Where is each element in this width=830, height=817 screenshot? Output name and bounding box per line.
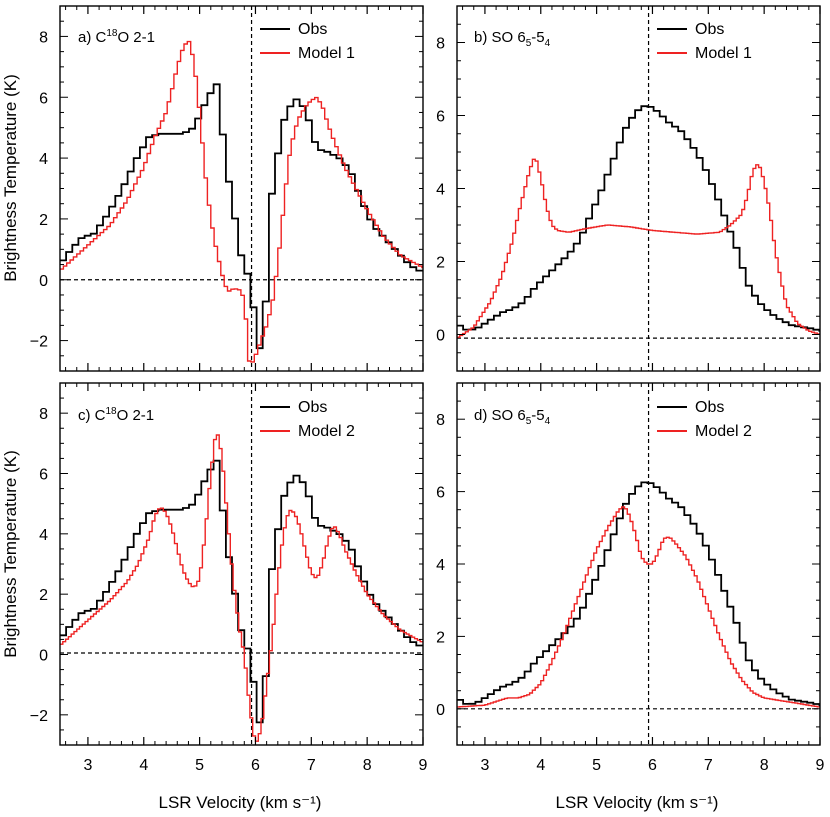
y-axis-label: Brightness Temperature (K) [1,450,20,658]
series-obs [457,481,820,707]
panel-b-title: b) SO 65-54 [474,29,551,49]
y-tick-label: 4 [436,557,445,574]
legend-label: Model 1 [695,45,752,62]
plot-frame [59,382,424,746]
x-tick-label: 5 [592,757,601,774]
series-model-1 [60,40,423,363]
series-obs [457,105,820,332]
y-tick-label: 2 [436,255,445,272]
plot-frame [59,5,424,372]
legend-label: Model 2 [298,423,355,440]
legend-label: Model 2 [695,423,752,440]
x-tick-label: 5 [195,757,204,774]
panel-c: Brightness Temperature (K) LSR Velocity … [1,382,428,812]
series-model-2 [457,158,820,338]
legend-label: Obs [298,21,327,38]
y-tick-label: 0 [436,702,445,719]
series-obs [60,459,423,724]
y-tick-label: 4 [39,151,48,168]
x-tick-label: 8 [760,757,769,774]
y-tick-label: 2 [39,212,48,229]
y-tick-label: 6 [436,109,445,126]
legend-label: Obs [695,21,724,38]
y-tick-label: 4 [39,527,48,544]
y-tick-label: 4 [436,182,445,199]
plot-frame [456,382,821,746]
x-tick-label: 9 [816,757,825,774]
x-tick-label: 6 [251,757,260,774]
legend-label: Obs [298,399,327,416]
series-model-2 [457,506,820,708]
series-obs [60,83,423,350]
x-tick-label: 9 [419,757,428,774]
y-tick-label: 0 [436,328,445,345]
x-tick-label: 8 [363,757,372,774]
panel-b: b) SO 65-54 0 2 4 6 8 Obs Model 1 [436,5,821,372]
panel-a: Brightness Temperature (K) a) C18O 2-1 −… [1,5,424,372]
x-tick-label: 3 [83,757,92,774]
y-tick-label: 0 [39,273,48,290]
y-tick-label: 0 [39,648,48,665]
x-axis-label: LSR Velocity (km s⁻¹) [556,793,719,812]
panel-d: LSR Velocity (km s⁻¹) d) SO 65-54 3 4 5 6 7 8… [436,382,825,812]
panel-d-title: d) SO 65-54 [474,407,551,427]
x-tick-label: 7 [704,757,713,774]
y-tick-label: 2 [39,587,48,604]
legend-label: Model 1 [298,45,355,62]
y-tick-label: 8 [39,406,48,423]
legend-label: Obs [695,399,724,416]
x-tick-label: 4 [139,757,148,774]
panel-a-title: a) C18O 2-1 [78,28,155,46]
y-tick-label: 8 [39,29,48,46]
y-tick-label: 6 [39,90,48,107]
x-tick-label: 3 [480,757,489,774]
y-tick-label: −2 [30,334,48,351]
y-tick-label: 6 [436,485,445,502]
y-tick-label: 8 [436,412,445,429]
y-tick-label: 8 [436,36,445,53]
y-tick-label: 2 [436,629,445,646]
y-tick-label: 6 [39,467,48,484]
series-model-2 [60,434,423,742]
x-tick-label: 7 [307,757,316,774]
x-tick-label: 6 [648,757,657,774]
x-tick-label: 4 [536,757,545,774]
y-tick-label: −2 [30,708,48,725]
panel-c-title: c) C18O 2-1 [78,406,154,424]
x-axis-label: LSR Velocity (km s⁻¹) [159,793,322,812]
y-axis-label: Brightness Temperature (K) [1,74,20,282]
